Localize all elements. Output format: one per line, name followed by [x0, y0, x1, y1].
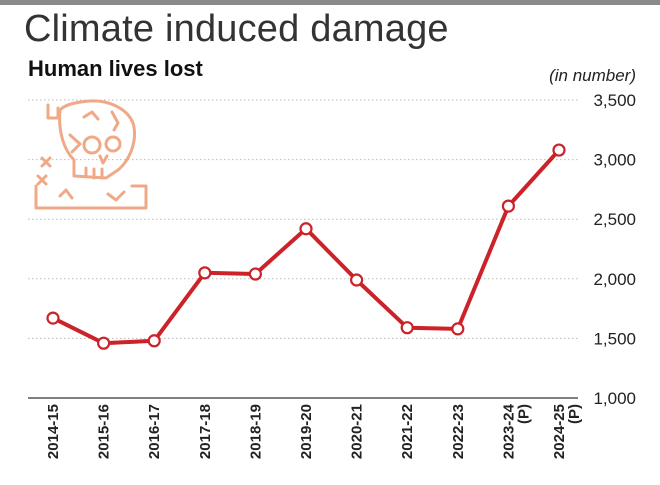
x-tick-label: 2023-24(P): [500, 403, 532, 459]
x-tick-year: 2015-16: [96, 404, 113, 459]
data-point: [147, 334, 161, 348]
x-tick-year: 2014-15: [45, 404, 62, 459]
data-point: [400, 321, 414, 335]
x-tick-label: 2024-25(P): [551, 404, 583, 459]
x-tick-year: 2019-20: [298, 404, 315, 459]
x-tick-year: 2021-22: [399, 404, 416, 459]
series-line: [51, 148, 561, 346]
data-point: [501, 199, 515, 213]
x-tick-label: 2019-20: [298, 404, 315, 459]
unit-label: (in number): [549, 66, 636, 85]
x-axis: 2014-15 2015-16 2016-17 2017-18 2018-19 2019-…: [45, 403, 583, 459]
x-tick-year: 2016-17: [146, 404, 163, 459]
x-tick-year: 2022-23: [450, 404, 467, 459]
x-tick-label: 2020-21: [349, 404, 366, 459]
grid-lines: [28, 99, 578, 399]
x-tick-note: (P): [566, 404, 583, 424]
data-point: [299, 222, 313, 236]
data-point: [46, 311, 60, 325]
y-tick-label: 2,000: [593, 270, 636, 289]
cracked-skull-icon: [34, 99, 148, 210]
top-rule: [0, 0, 660, 5]
x-tick-label: 2018-19: [247, 404, 264, 459]
chart-title: Climate induced damage: [24, 8, 449, 50]
y-tick-label: 2,500: [593, 210, 636, 229]
x-tick-year: 2020-21: [349, 404, 366, 459]
x-tick-label: 2016-17: [146, 404, 163, 459]
x-tick-label: 2014-15: [45, 404, 62, 459]
y-tick-label: 1,000: [593, 389, 636, 408]
x-tick-note: (P): [515, 404, 532, 424]
data-point: [198, 266, 212, 280]
x-tick-year: 2017-18: [197, 404, 214, 459]
x-tick-year: 2024-25: [551, 404, 568, 459]
y-axis: 1,000 1,500 2,000 2,500 3,000 3,500: [593, 91, 636, 408]
data-point: [350, 273, 364, 287]
x-tick-label: 2015-16: [96, 404, 113, 459]
x-tick-label: 2021-22: [399, 404, 416, 459]
chart-subtitle: Human lives lost: [28, 56, 203, 81]
data-points: [46, 143, 566, 350]
data-point: [552, 143, 566, 157]
data-point: [451, 322, 465, 336]
x-tick-year: 2018-19: [247, 404, 264, 459]
y-tick-label: 3,500: [593, 91, 636, 110]
data-point: [248, 267, 262, 281]
y-tick-label: 3,000: [593, 151, 636, 170]
y-tick-label: 1,500: [593, 329, 636, 348]
x-tick-label: 2017-18: [197, 404, 214, 459]
x-tick-label: 2022-23: [450, 404, 467, 459]
data-point: [96, 336, 111, 350]
x-tick-year: 2023-24: [500, 403, 517, 459]
